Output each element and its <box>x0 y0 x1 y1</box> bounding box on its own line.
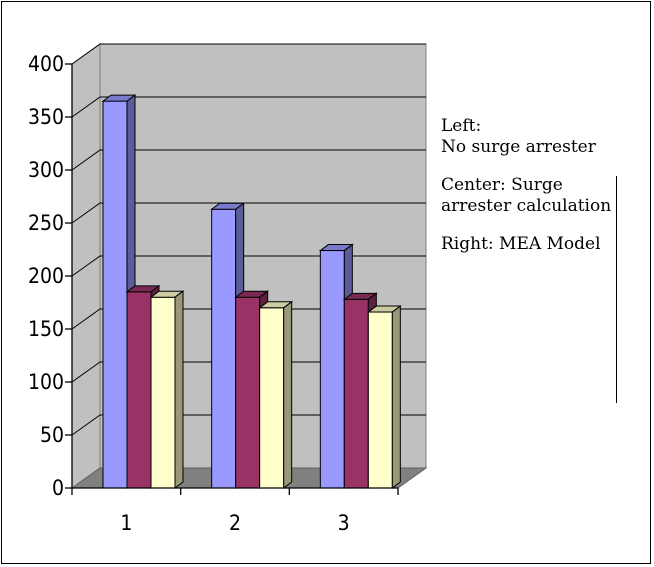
bar-side <box>174 290 184 489</box>
bar-side <box>391 305 401 489</box>
x-tick-label: 3 <box>338 511 350 535</box>
y-tick-label: 50 <box>40 423 64 447</box>
gridlines <box>71 43 426 436</box>
bars <box>101 94 402 489</box>
gridline <box>71 255 426 277</box>
bar-side <box>283 300 293 489</box>
legend-entry-left: Left: No surge arrester <box>441 116 596 157</box>
bar <box>366 305 402 489</box>
x-tick-labels: 1 2 3 <box>120 511 349 535</box>
x-tick-label: 2 <box>229 511 241 535</box>
legend-entry-center: Center: Surge arrester calculation <box>441 175 612 216</box>
bar-front <box>319 250 345 489</box>
y-tick-label: 150 <box>28 317 64 341</box>
bar-front <box>235 296 261 489</box>
bar <box>258 300 294 489</box>
y-tick-label: 250 <box>28 211 64 235</box>
y-tick-label: 0 <box>52 476 64 500</box>
gridline <box>71 202 426 224</box>
gridline <box>71 96 426 118</box>
y-tick-label: 350 <box>28 105 64 129</box>
gridline <box>71 308 426 330</box>
bar-front <box>126 291 152 489</box>
gridline <box>71 414 426 436</box>
x-tick-label: 1 <box>120 511 132 535</box>
bar-front <box>211 208 237 489</box>
bar-front <box>259 307 285 489</box>
bar <box>149 290 185 489</box>
y-tick-label: 300 <box>28 158 64 182</box>
y-tick-label: 100 <box>28 370 64 394</box>
bar-front <box>150 296 176 489</box>
gridline <box>71 149 426 171</box>
y-tick-labels: 0 50 100 150 200 250 300 350 400 <box>28 52 64 500</box>
y-tick-label: 200 <box>28 264 64 288</box>
y-tick-label: 400 <box>28 52 64 76</box>
gridline <box>71 361 426 383</box>
gridline <box>71 43 426 65</box>
bar-front <box>367 311 393 489</box>
bar-front <box>343 298 369 489</box>
legend: Left: No surge arrester Center: Surge ar… <box>441 116 631 272</box>
bar-front <box>102 100 128 489</box>
axes <box>65 63 399 495</box>
legend-divider <box>616 176 617 403</box>
legend-entry-right: Right: MEA Model <box>441 234 601 254</box>
